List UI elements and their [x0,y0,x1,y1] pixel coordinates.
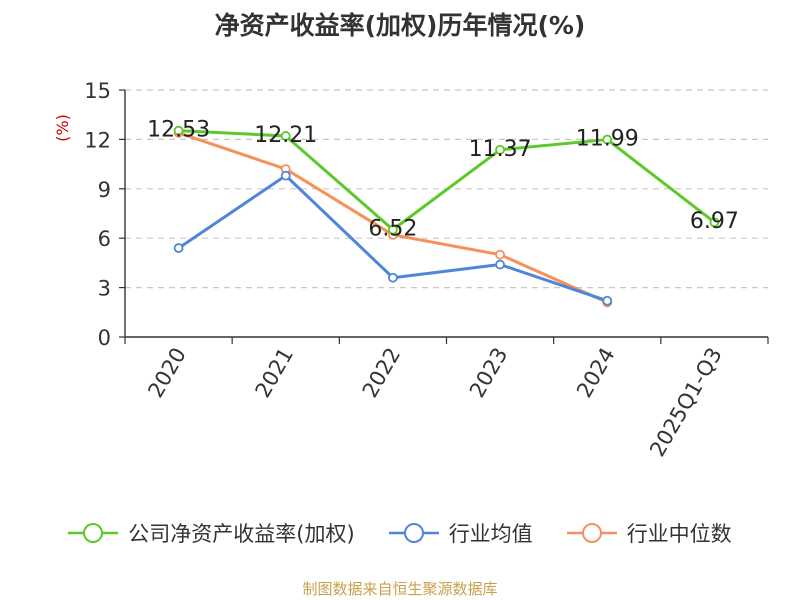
y-tick-label: 12 [84,128,111,152]
data-point [602,295,613,306]
data-point [388,224,398,235]
legend-label: 行业均值 [448,522,533,546]
data-point [495,259,505,270]
y-tick-label: 9 [98,178,111,202]
data-label: 12.53 [147,118,210,143]
data-label: 11.37 [469,137,532,162]
data-point [388,272,398,283]
data-source-note: 制图数据来自恒生聚源数据库 [302,580,498,598]
legend-label: 公司净资产收益率(加权) [128,522,355,546]
legend-item[interactable]: 行业中位数 [566,518,732,548]
x-tick-label: 2022 [358,344,406,402]
data-point [173,243,184,253]
data-label: 11.99 [576,127,639,152]
legend-item[interactable]: 行业均值 [388,518,533,548]
y-tick-label: 15 [84,79,111,103]
series-line [178,129,716,232]
legend-swatch-icon [68,523,119,543]
legend: 公司净资产收益率(加权) 行业均值 行业中位数 [0,518,800,548]
legend-label: 行业中位数 [626,522,732,546]
x-tick-label: 2020 [143,344,191,402]
legend-swatch-icon [388,523,439,543]
legend-item[interactable]: 公司净资产收益率(加权) [68,518,355,548]
x-tick-label: 2023 [465,344,513,402]
data-label: 12.21 [254,123,317,148]
series [173,125,720,308]
x-tick-label: 2024 [572,344,620,402]
data-point [173,125,184,136]
y-tick-label: 6 [98,227,111,251]
data-point [280,170,291,181]
data-point [495,249,505,260]
chart-title: 净资产收益率(加权)历年情况(%) [214,11,586,40]
y-tick-label: 3 [98,277,111,301]
data-point [280,131,291,141]
data-label: 6.97 [690,209,739,234]
x-tick-label: 2021 [251,344,299,402]
data-point [495,144,505,155]
y-tick-label: 0 [98,326,111,350]
data-point [709,217,720,228]
data-label: 6.52 [368,217,417,242]
legend-swatch-icon [566,523,617,543]
y-axis-label: (%) [53,114,72,142]
data-point [602,134,613,145]
data-labels: 12.53 12.21 6.52 11.37 11.99 6.97 [147,118,739,242]
x-tick-label: 2025Q1-Q3 [645,344,727,461]
